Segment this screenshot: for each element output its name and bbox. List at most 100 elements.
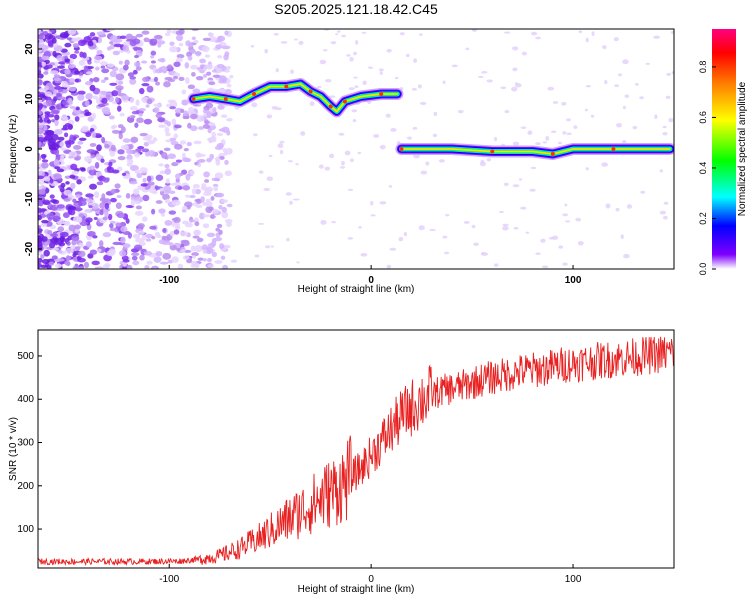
noise-speck	[219, 243, 225, 250]
noise-speck	[654, 114, 658, 120]
noise-speck	[558, 245, 564, 249]
noise-speck	[208, 36, 217, 43]
noise-speck	[41, 162, 49, 169]
noise-speck	[206, 111, 212, 119]
noise-speck	[335, 33, 339, 36]
noise-speck	[115, 73, 125, 81]
noise-speck	[379, 144, 386, 150]
noise-speck	[323, 49, 328, 52]
noise-speck	[53, 148, 60, 156]
noise-speck	[279, 149, 284, 155]
noise-speck	[184, 62, 190, 69]
noise-speck	[175, 173, 181, 180]
noise-speck	[53, 159, 60, 165]
noise-speck	[90, 154, 96, 159]
noise-speck	[223, 151, 228, 156]
noise-speck	[41, 61, 47, 67]
noise-speck	[174, 143, 183, 150]
noise-speck	[100, 65, 106, 69]
noise-speck	[103, 254, 112, 262]
noise-speck	[132, 233, 141, 239]
noise-speck	[134, 122, 139, 128]
noise-speck	[49, 194, 55, 199]
noise-speck	[513, 226, 519, 230]
noise-speck	[152, 266, 157, 269]
noise-speck	[344, 150, 351, 156]
noise-speck	[161, 152, 168, 159]
noise-speck	[142, 194, 150, 202]
noise-speck	[442, 235, 448, 239]
noise-speck	[61, 127, 69, 131]
noise-speck	[71, 37, 80, 42]
noise-speck	[64, 42, 72, 48]
noise-speck	[221, 45, 231, 50]
noise-speck	[168, 242, 174, 247]
noise-speck	[74, 108, 83, 116]
noise-speck	[591, 31, 595, 36]
noise-speck	[286, 237, 290, 242]
noise-speck	[106, 94, 111, 100]
noise-speck	[60, 182, 66, 188]
noise-speck	[92, 36, 99, 41]
noise-speck	[101, 193, 106, 201]
noise-speck	[221, 211, 229, 219]
noise-speck	[100, 90, 108, 95]
noise-speck	[190, 64, 198, 70]
noise-speck	[125, 205, 134, 209]
noise-speck	[339, 166, 346, 169]
noise-speck	[147, 150, 156, 157]
noise-speck	[149, 225, 157, 230]
noise-speck	[56, 55, 63, 62]
noise-speck	[88, 204, 93, 209]
noise-speck	[346, 54, 351, 57]
noise-speck	[206, 257, 212, 263]
noise-speck	[192, 183, 200, 189]
noise-speck	[584, 108, 588, 112]
noise-speck	[89, 142, 97, 147]
spectrogram-x-tick-label: 0	[368, 275, 374, 286]
noise-speck	[163, 147, 171, 152]
noise-speck	[158, 66, 163, 73]
noise-speck	[186, 51, 193, 58]
noise-speck	[64, 175, 71, 179]
noise-speck	[213, 185, 219, 192]
noise-speck	[147, 181, 155, 186]
noise-speck	[145, 238, 152, 242]
noise-speck	[182, 115, 190, 120]
noise-speck	[43, 249, 50, 257]
noise-speck	[348, 87, 355, 91]
noise-speck	[116, 194, 122, 199]
noise-speck	[158, 208, 166, 214]
noise-speck	[212, 208, 219, 214]
colorbar-tick-label: 0.2	[698, 212, 708, 225]
noise-speck	[78, 250, 86, 258]
noise-speck	[287, 160, 294, 163]
noise-speck	[432, 133, 438, 138]
noise-speck	[127, 158, 134, 165]
spectrogram-x-tick-label: -100	[159, 275, 179, 286]
noise-speck	[169, 244, 177, 251]
noise-speck	[77, 200, 87, 207]
noise-speck	[127, 264, 133, 269]
noise-speck	[158, 163, 164, 167]
noise-speck	[353, 76, 358, 79]
noise-speck	[38, 186, 43, 190]
noise-speck	[197, 162, 202, 168]
ridge-point	[379, 92, 384, 96]
noise-speck	[189, 219, 195, 223]
noise-speck	[99, 202, 106, 210]
noise-speck	[125, 218, 130, 224]
noise-speck	[51, 143, 60, 151]
noise-speck	[206, 232, 216, 238]
noise-speck	[463, 220, 470, 224]
noise-speck	[164, 126, 170, 134]
noise-speck	[141, 234, 147, 241]
noise-speck	[38, 79, 43, 86]
noise-speck	[285, 192, 292, 196]
noise-speck	[50, 199, 58, 203]
ridge-segment-1-layer-6	[192, 83, 399, 113]
noise-speck	[64, 132, 69, 138]
spectrogram-y-tick-label: 10	[24, 93, 35, 105]
noise-speck	[379, 201, 387, 205]
spectrogram-y-tick-label: 0	[24, 146, 35, 152]
